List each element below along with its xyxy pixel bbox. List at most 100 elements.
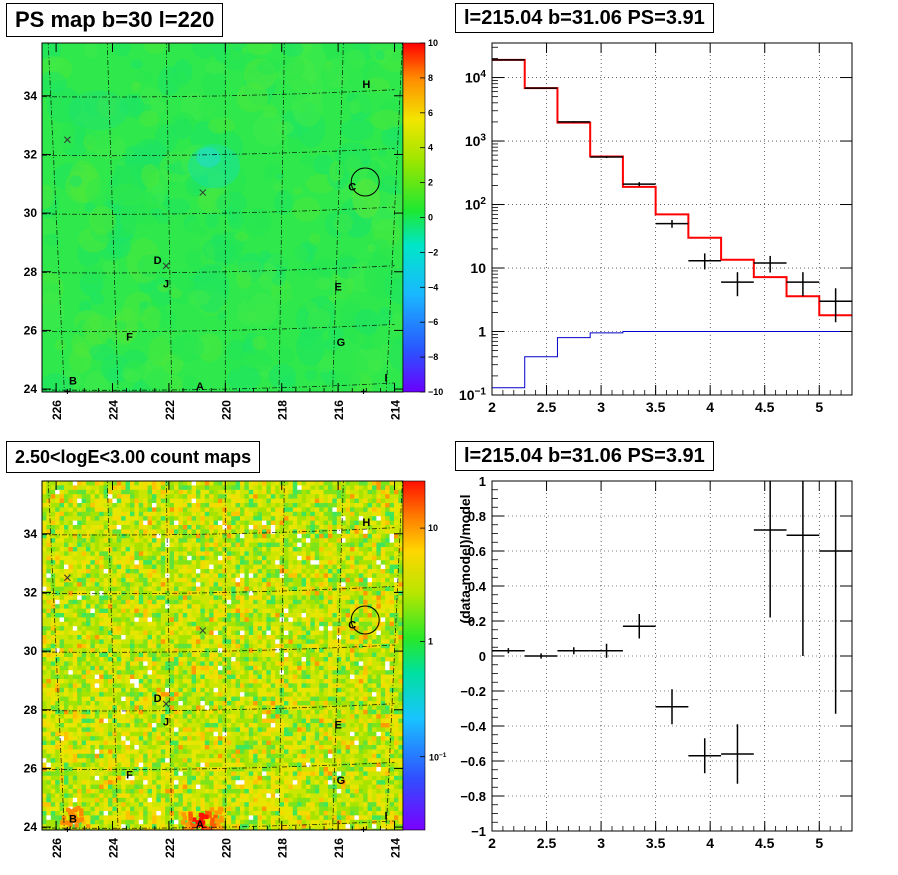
count-pixel (187, 525, 192, 530)
count-pixel (121, 547, 126, 552)
count-pixel (125, 674, 131, 680)
count-pixel (64, 525, 69, 530)
count-pixel (94, 784, 100, 790)
count-pixel (257, 679, 263, 684)
count-pixel (68, 582, 74, 587)
count-pixel (42, 542, 47, 548)
count-pixel (165, 683, 170, 689)
count-pixel (204, 749, 210, 755)
count-pixel (248, 626, 254, 631)
map-blob (88, 205, 116, 235)
count-pixel (231, 577, 236, 583)
count-pixel (191, 657, 197, 662)
count-pixel (213, 727, 219, 733)
count-pixel (50, 745, 56, 750)
count-pixel (130, 604, 135, 609)
count-pixel (81, 525, 87, 530)
count-pixel (99, 485, 104, 491)
count-pixel (187, 771, 192, 777)
count-pixel (244, 784, 250, 790)
count-pixel (50, 718, 56, 724)
count-pixel (112, 489, 118, 495)
count-pixel (134, 525, 140, 530)
count-pixel (99, 731, 104, 737)
count-pixel (64, 538, 69, 543)
count-pixel (94, 520, 100, 526)
count-pixel (178, 635, 184, 640)
count-pixel (138, 599, 144, 605)
x-tick-label: 2.5 (537, 399, 557, 415)
count-pixel (46, 507, 52, 513)
count-pixel (270, 780, 276, 785)
count-pixel (55, 516, 60, 521)
count-pixel (143, 639, 148, 645)
count-pixel (94, 793, 100, 799)
count-pixel (204, 758, 210, 763)
count-pixel (90, 494, 96, 499)
count-pixel (248, 595, 254, 601)
count-pixel (178, 621, 184, 627)
count-pixel (257, 560, 263, 565)
count-pixel (200, 503, 206, 508)
count-pixel (94, 643, 100, 649)
count-pixel (152, 639, 157, 645)
count-pixel (196, 806, 201, 812)
count-pixel (64, 560, 69, 565)
count-pixel (174, 819, 179, 825)
count-pixel (165, 643, 170, 649)
count-pixel (213, 630, 219, 636)
count-pixel (77, 745, 82, 750)
count-pixel (68, 674, 74, 680)
count-pixel (99, 498, 104, 504)
count-pixel (244, 621, 250, 627)
count-pixel (240, 542, 245, 548)
count-pixel (130, 639, 135, 645)
count-pixel (253, 793, 258, 799)
count-pixel (270, 564, 276, 570)
count-pixel (143, 797, 148, 803)
count-pixel (55, 767, 60, 772)
count-pixel (253, 718, 258, 724)
count-pixel (231, 683, 236, 689)
count-pixel (55, 511, 60, 517)
count-pixel (112, 551, 118, 557)
count-pixel (64, 511, 69, 517)
count-pixel (182, 749, 188, 755)
count-pixel (178, 824, 184, 829)
count-pixel (86, 652, 91, 658)
count-pixel (196, 630, 201, 636)
count-pixel (112, 586, 118, 592)
count-pixel (257, 547, 263, 552)
count-pixel (174, 551, 179, 557)
count-pixel (90, 604, 96, 609)
count-pixel (103, 828, 109, 830)
count-pixel (99, 797, 104, 803)
count-pixel (213, 560, 219, 565)
count-pixel (226, 709, 232, 715)
count-pixel (138, 815, 144, 821)
count-pixel (222, 824, 228, 829)
count-pixel (240, 547, 245, 552)
count-pixel (204, 723, 210, 728)
count-pixel (68, 577, 74, 583)
count-pixel (134, 661, 140, 667)
count-pixel (72, 503, 78, 508)
count-pixel (240, 657, 245, 662)
count-pixel (240, 718, 245, 724)
count-pixel (46, 753, 52, 759)
count-pixel (86, 630, 91, 636)
count-pixel (226, 762, 232, 768)
count-pixel (86, 793, 91, 799)
count-pixel (165, 626, 170, 631)
count-pixel (240, 481, 245, 486)
count-pixel (257, 815, 263, 821)
count-pixel (226, 569, 232, 574)
data-point (524, 87, 558, 89)
count-pixel (191, 630, 197, 636)
count-pixel (262, 802, 267, 807)
count-pixel (143, 555, 148, 561)
count-pixel (266, 696, 272, 702)
count-pixel (226, 740, 232, 746)
count-pixel (134, 723, 140, 728)
